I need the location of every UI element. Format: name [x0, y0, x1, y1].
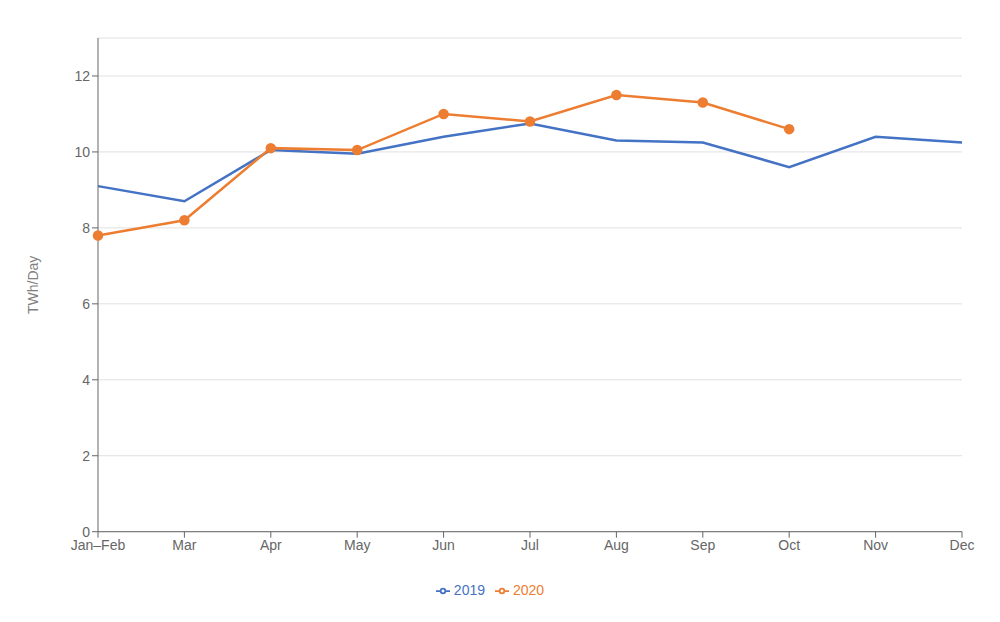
svg-text:TWh/Day: TWh/Day	[25, 256, 41, 314]
svg-text:Mar: Mar	[172, 537, 196, 553]
svg-text:6: 6	[82, 296, 90, 312]
svg-text:Jun: Jun	[432, 537, 455, 553]
svg-text:2: 2	[82, 448, 90, 464]
html-text:2019: 2019	[453, 581, 485, 598]
svg-text:Jan–Feb: Jan–Feb	[71, 537, 126, 553]
svg-text:4: 4	[82, 372, 90, 388]
svg-text:Aug: Aug	[604, 537, 629, 553]
svg-text:12: 12	[74, 68, 90, 84]
svg-text:Oct: Oct	[778, 537, 800, 553]
svg-text:Dec: Dec	[950, 537, 975, 553]
svg-text:Apr: Apr	[260, 537, 282, 553]
svg-text:0: 0	[82, 524, 90, 540]
svg-text:Sep: Sep	[690, 537, 715, 553]
svg-text:May: May	[344, 537, 370, 553]
svg-text:8: 8	[82, 220, 90, 236]
svg-text:10: 10	[74, 144, 90, 160]
html-text:2020: 2020	[513, 581, 545, 598]
svg-text:Nov: Nov	[863, 537, 888, 553]
svg-text:Jul: Jul	[521, 537, 539, 553]
